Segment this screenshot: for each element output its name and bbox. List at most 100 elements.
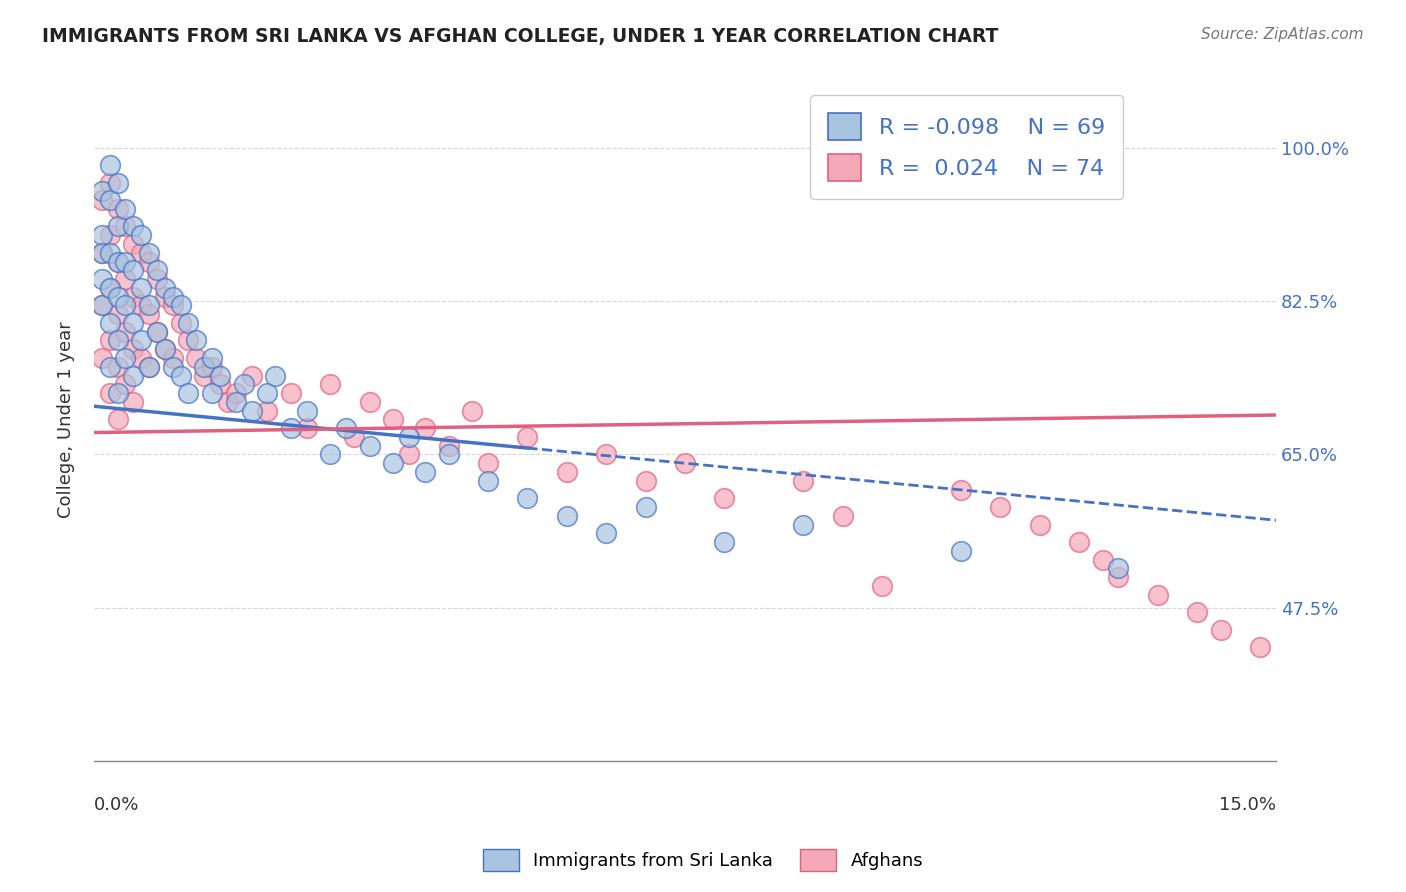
Point (382, 412, 405, 426)
Point (138, 245, 160, 260)
Point (122, 395, 145, 409)
Point (208, 377, 231, 392)
Point (169, 368, 191, 383)
Point (177, 334, 200, 348)
Point (129, 281, 152, 295)
Point (98, 193, 121, 207)
Point (146, 325, 169, 339)
Point (153, 281, 176, 295)
Point (1146, 588, 1168, 602)
Point (193, 359, 215, 374)
Point (153, 290, 176, 304)
Point (129, 298, 152, 312)
Point (949, 483, 972, 497)
Point (201, 351, 224, 365)
Point (90, 272, 112, 286)
Point (98, 281, 121, 295)
Point (217, 395, 239, 409)
Point (713, 491, 735, 506)
Point (138, 359, 160, 374)
Point (129, 351, 152, 365)
Point (413, 465, 436, 479)
Point (114, 202, 136, 216)
Point (98, 176, 121, 190)
Text: 15.0%: 15.0% (1219, 797, 1277, 814)
Point (1249, 640, 1271, 655)
Point (129, 228, 152, 243)
Point (122, 263, 145, 277)
Point (114, 351, 136, 365)
Text: IMMIGRANTS FROM SRI LANKA VS AFGHAN COLLEGE, UNDER 1 YEAR CORRELATION CHART: IMMIGRANTS FROM SRI LANKA VS AFGHAN COLL… (42, 27, 998, 45)
Point (98, 359, 121, 374)
Point (477, 456, 499, 470)
Point (343, 430, 366, 444)
Point (98, 245, 121, 260)
Point (107, 334, 129, 348)
Point (107, 290, 129, 304)
Point (90, 245, 112, 260)
Point (107, 219, 129, 234)
Point (359, 395, 381, 409)
Point (319, 447, 342, 461)
Point (107, 386, 129, 401)
Point (870, 579, 893, 593)
Point (634, 474, 657, 488)
Point (114, 298, 136, 312)
Point (162, 351, 184, 365)
Point (1091, 552, 1114, 566)
Point (437, 447, 460, 461)
Point (146, 325, 169, 339)
Point (673, 456, 696, 470)
Point (122, 343, 145, 357)
Point (201, 386, 224, 401)
Point (792, 474, 814, 488)
Point (146, 272, 169, 286)
Point (949, 544, 972, 558)
Point (516, 491, 538, 506)
Point (280, 421, 302, 435)
Point (90, 245, 112, 260)
Point (186, 334, 208, 348)
Point (595, 447, 617, 461)
Point (477, 474, 499, 488)
Point (240, 368, 263, 383)
Point (153, 343, 176, 357)
Point (114, 272, 136, 286)
Point (1067, 535, 1090, 549)
Point (193, 368, 215, 383)
Point (114, 219, 136, 234)
Point (98, 334, 121, 348)
Point (90, 185, 112, 199)
Point (295, 403, 318, 417)
Point (232, 377, 254, 392)
Point (114, 325, 136, 339)
Point (225, 386, 247, 401)
Point (122, 368, 145, 383)
Point (595, 526, 617, 541)
Point (138, 359, 160, 374)
Text: Source: ZipAtlas.com: Source: ZipAtlas.com (1201, 27, 1364, 42)
Point (516, 430, 538, 444)
Point (138, 298, 160, 312)
Point (107, 254, 129, 268)
Point (138, 307, 160, 321)
Point (295, 421, 318, 435)
Point (398, 430, 420, 444)
Point (319, 377, 342, 392)
Point (107, 307, 129, 321)
Point (90, 193, 112, 207)
Point (107, 412, 129, 426)
Legend: R = -0.098    N = 69, R =  0.024    N = 74: R = -0.098 N = 69, R = 0.024 N = 74 (810, 95, 1123, 199)
Point (98, 158, 121, 172)
Point (162, 290, 184, 304)
Point (138, 254, 160, 268)
Point (122, 237, 145, 252)
Point (634, 500, 657, 514)
Point (256, 403, 278, 417)
Point (146, 263, 169, 277)
Point (122, 290, 145, 304)
Point (90, 351, 112, 365)
Point (256, 386, 278, 401)
Point (264, 368, 287, 383)
Point (988, 500, 1011, 514)
